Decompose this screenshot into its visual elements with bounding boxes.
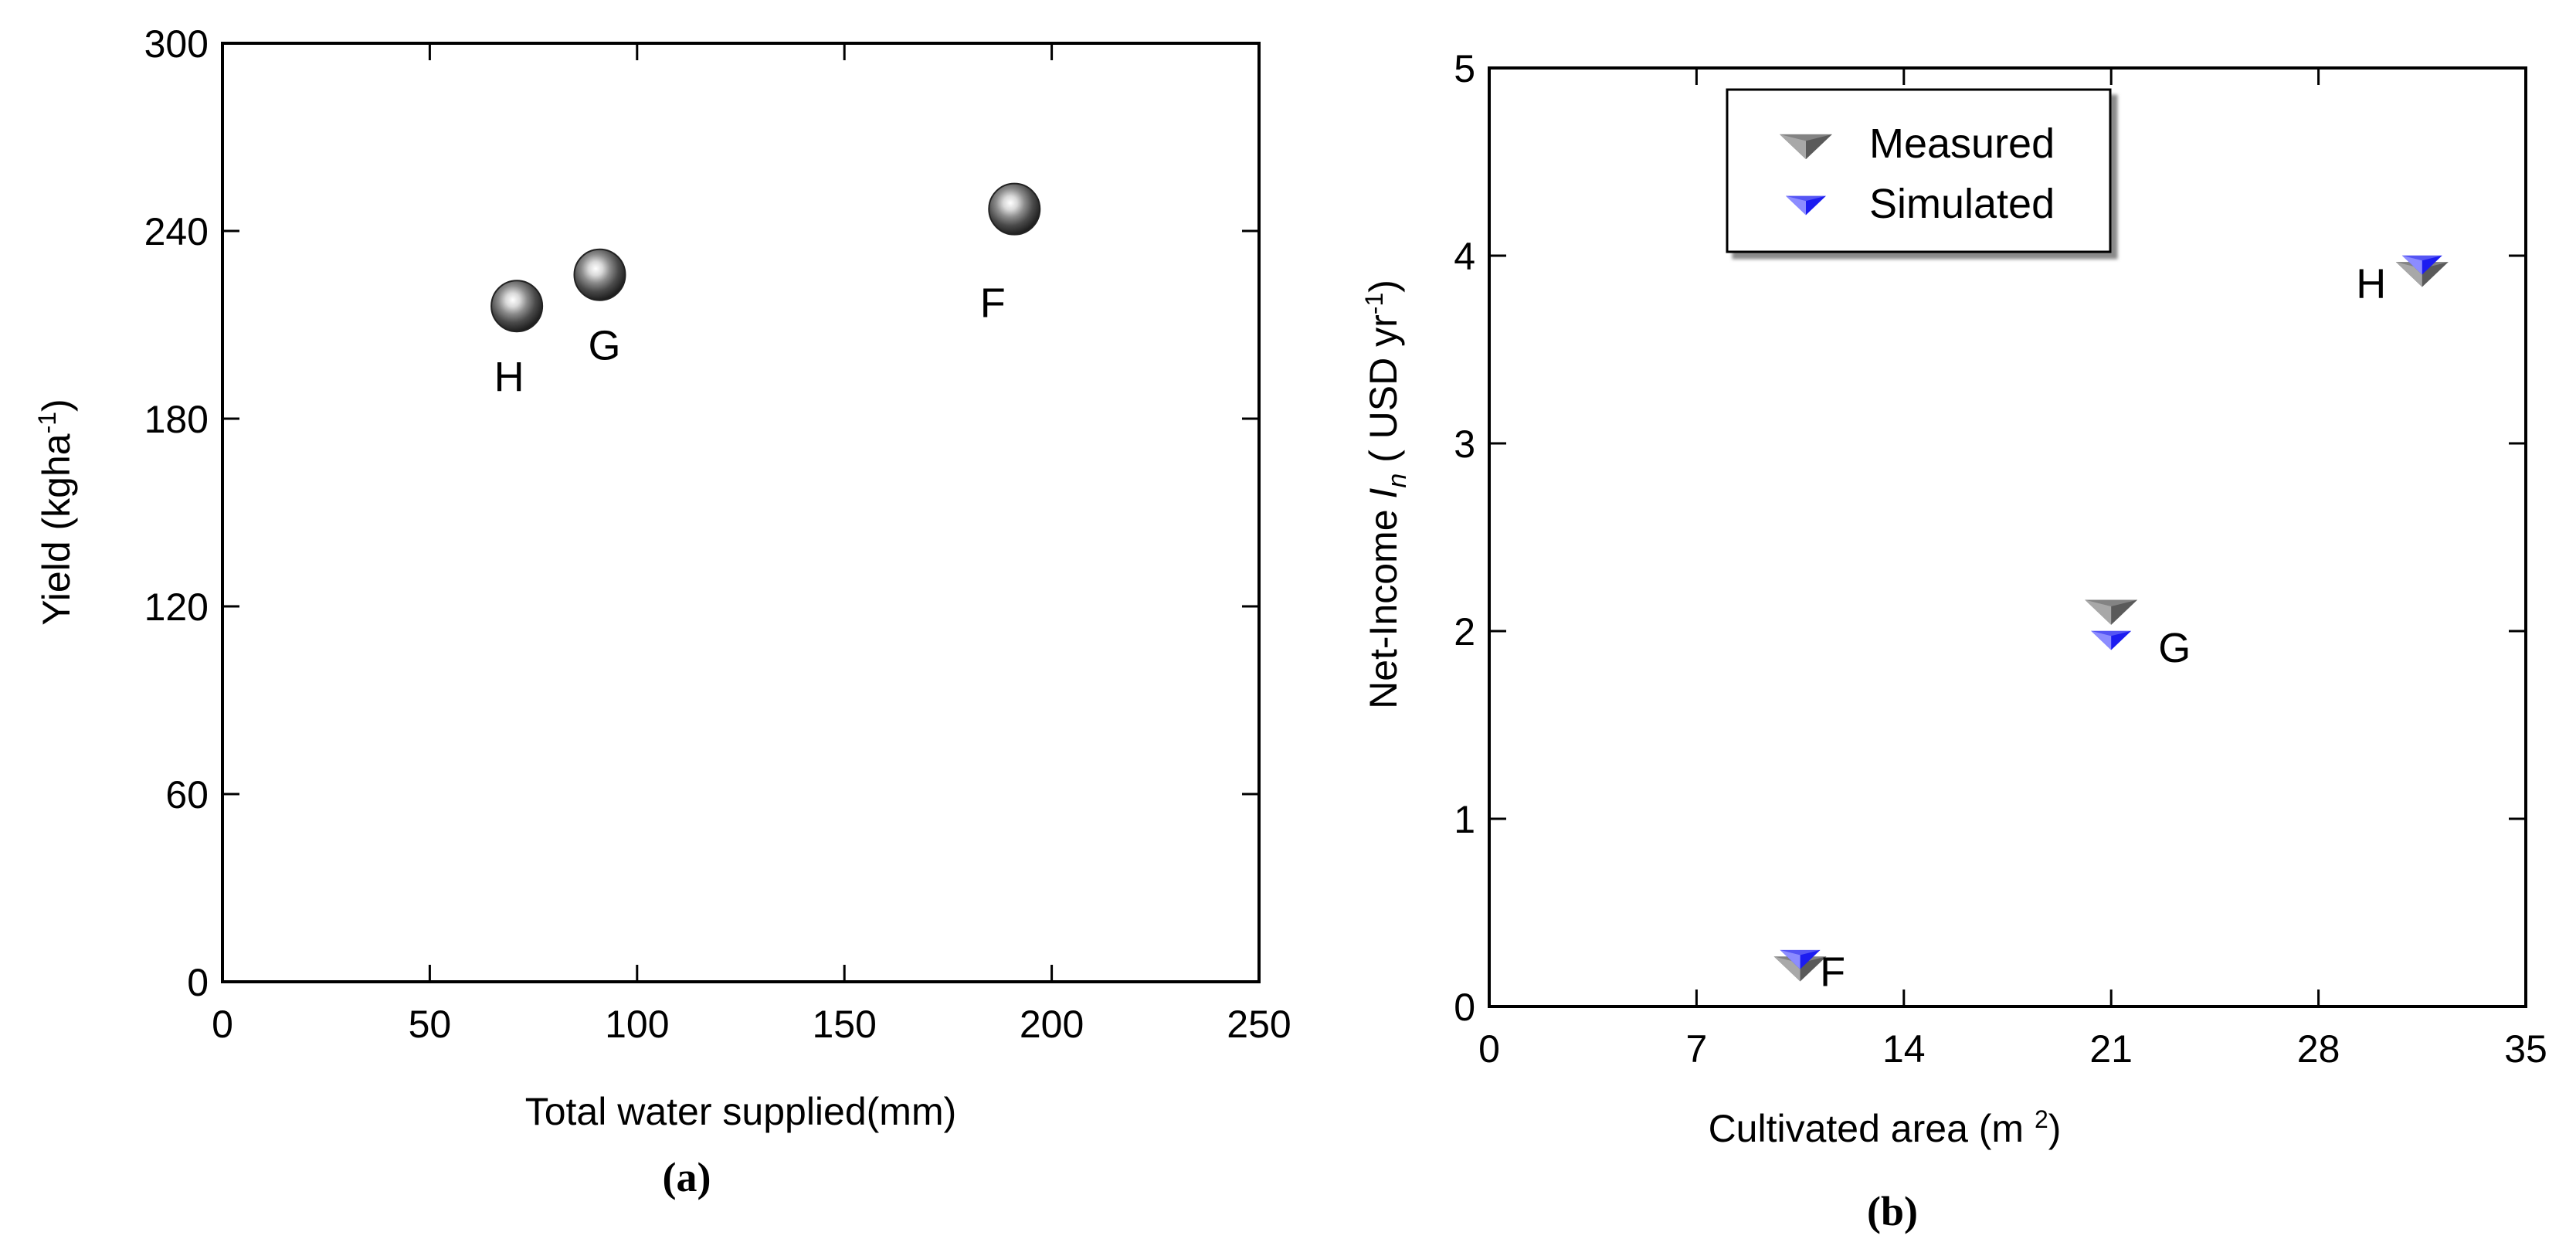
x-tick-label-a: 100 <box>605 1003 669 1046</box>
data-point-h <box>490 280 544 333</box>
x-tick-label-b: 0 <box>1478 1027 1500 1071</box>
legend-label-simulated: Simulated <box>1869 181 2055 227</box>
legend-triangle-simulated <box>1786 195 1826 216</box>
marker-simulated-0 <box>1780 949 1821 969</box>
data-points-b <box>1773 255 2449 982</box>
tick-marks-b <box>1488 66 2527 1008</box>
marker-simulated-1 <box>2091 630 2132 650</box>
point-label-b-g: G <box>2158 625 2191 671</box>
point-label-h: H <box>494 354 524 400</box>
y-tick-label-a: 120 <box>144 586 209 629</box>
point-label-b-f: F <box>1820 949 1845 995</box>
legend: Measured Simulated <box>1726 88 2112 253</box>
plot-frame-b <box>1488 66 2527 1008</box>
data-point-g <box>573 248 626 301</box>
y-tick-label-b: 4 <box>1454 235 1475 278</box>
marker-simulated-1-highlight <box>2091 630 2132 636</box>
x-tick-label-a: 250 <box>1227 1003 1291 1046</box>
panel-b: 0 7 14 21 28 35 0 1 2 3 4 5 F G H Cultivated area (m … <box>1360 47 2547 1234</box>
legend-triangle-simulated-facet <box>1786 195 1806 216</box>
tick-labels-b: 0 7 14 21 28 35 0 1 2 3 4 5 <box>1454 47 2547 1071</box>
y-tick-label-a: 300 <box>144 22 209 66</box>
legend-marker-measured-icon <box>1780 134 1832 160</box>
y-tick-label-a: 60 <box>165 773 209 816</box>
marker-simulated-2 <box>2401 255 2442 275</box>
panel-a: 0 50 100 150 200 250 0 60 120 180 240 300 H G F Total… <box>33 22 1291 1200</box>
panel-label-a: (a) <box>663 1154 711 1200</box>
data-points-a <box>490 182 1041 333</box>
x-tick-label-b: 28 <box>2297 1027 2340 1071</box>
point-label-b-h: H <box>2356 260 2386 307</box>
x-tick-label-a: 0 <box>212 1003 233 1046</box>
legend-marker-simulated-icon <box>1786 195 1826 216</box>
point-label-f: F <box>980 280 1006 327</box>
x-tick-label-b: 21 <box>2089 1027 2133 1071</box>
y-tick-label-b: 2 <box>1454 610 1475 653</box>
marker-simulated-0-highlight <box>1780 949 1821 956</box>
marker-measured-1 <box>2085 599 2138 625</box>
point-label-g: G <box>588 323 620 369</box>
y-axis-title-a: Yield (kgha-1) <box>33 399 78 625</box>
tick-labels-a: 0 50 100 150 200 250 0 60 120 180 240 300 <box>144 22 1291 1046</box>
x-tick-label-a: 50 <box>409 1003 452 1046</box>
y-axis-title-b: Net-Income In ( USD yr-1) <box>1360 280 1412 709</box>
data-point-f <box>988 182 1041 236</box>
legend-label-measured: Measured <box>1869 121 2055 167</box>
x-tick-label-b: 7 <box>1685 1027 1707 1071</box>
legend-triangle-measured-highlight <box>1780 134 1832 141</box>
point-labels-a: H G F <box>494 280 1006 401</box>
y-tick-label-b: 0 <box>1454 986 1475 1029</box>
legend-triangle-measured <box>1780 134 1832 160</box>
marker-measured-1-highlight <box>2085 599 2138 607</box>
y-tick-label-a: 180 <box>144 398 209 441</box>
tick-marks-a <box>221 42 1261 983</box>
y-tick-label-a: 240 <box>144 210 209 253</box>
marker-simulated-1-facet <box>2091 630 2112 650</box>
marker-simulated-2-facet <box>2401 255 2422 275</box>
y-tick-label-b: 5 <box>1454 47 1475 90</box>
legend-box <box>1726 88 2112 253</box>
y-tick-label-a: 0 <box>187 961 209 1004</box>
x-axis-title-a: Total water supplied(mm) <box>525 1090 957 1133</box>
x-tick-label-b: 14 <box>1882 1027 1926 1071</box>
legend-triangle-simulated-highlight <box>1786 195 1826 202</box>
x-tick-label-b: 35 <box>2504 1027 2547 1071</box>
marker-measured-1-facet <box>2085 599 2112 625</box>
x-axis-title-b: Cultivated area (m 2) <box>1709 1105 2062 1150</box>
x-tick-label-a: 200 <box>1020 1003 1084 1046</box>
legend-triangle-measured-facet <box>1780 134 1806 160</box>
y-tick-label-b: 3 <box>1454 423 1475 466</box>
plot-frame-a <box>221 42 1261 983</box>
x-tick-label-a: 150 <box>812 1003 876 1046</box>
panel-label-b: (b) <box>1867 1188 1918 1234</box>
y-tick-label-b: 1 <box>1454 798 1475 841</box>
marker-simulated-0-facet <box>1780 949 1800 969</box>
point-labels-b: F G H <box>1820 260 2386 995</box>
marker-simulated-2-highlight <box>2401 255 2442 261</box>
